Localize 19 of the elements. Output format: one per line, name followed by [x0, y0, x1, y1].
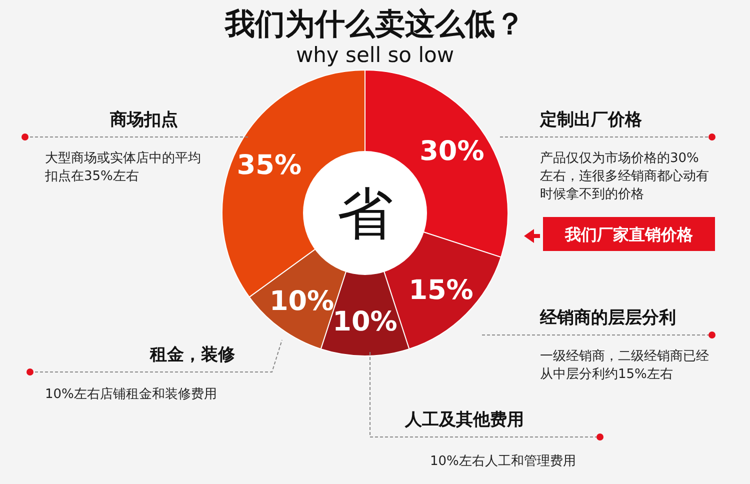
text: 10%左右店铺租金和装修费用	[45, 386, 217, 402]
slice-label: 人工及其他费用	[404, 410, 524, 430]
text: 我们厂家直销价格	[564, 225, 694, 244]
slice-label: 经销商的层层分利	[539, 308, 676, 328]
slice-label: 定制出厂价格	[539, 110, 643, 130]
chart-title: 我们为什么卖这么低？	[224, 7, 525, 42]
data-label: 35%	[236, 150, 302, 182]
text: 省	[337, 182, 393, 247]
slice-label: 商场扣点	[109, 110, 178, 130]
text: 一级经销商，二级经销商已经从中层分利约15%左右	[540, 349, 709, 382]
chart-subtitle: why sell so low	[296, 43, 454, 67]
data-label: 10%	[332, 306, 398, 338]
text: 10%左右人工和管理费用	[430, 454, 576, 469]
data-label: 30%	[420, 136, 484, 167]
text: 大型商场或实体店中的平均扣点在35%左右	[44, 150, 201, 184]
slice-label: 租金，装修	[149, 345, 236, 365]
data-label: 10%	[269, 286, 334, 317]
text: 产品仅仅为市场价格的30%左右，连很多经销商都心动有时候拿不到的价格	[540, 151, 709, 202]
data-label: 15%	[408, 275, 474, 306]
